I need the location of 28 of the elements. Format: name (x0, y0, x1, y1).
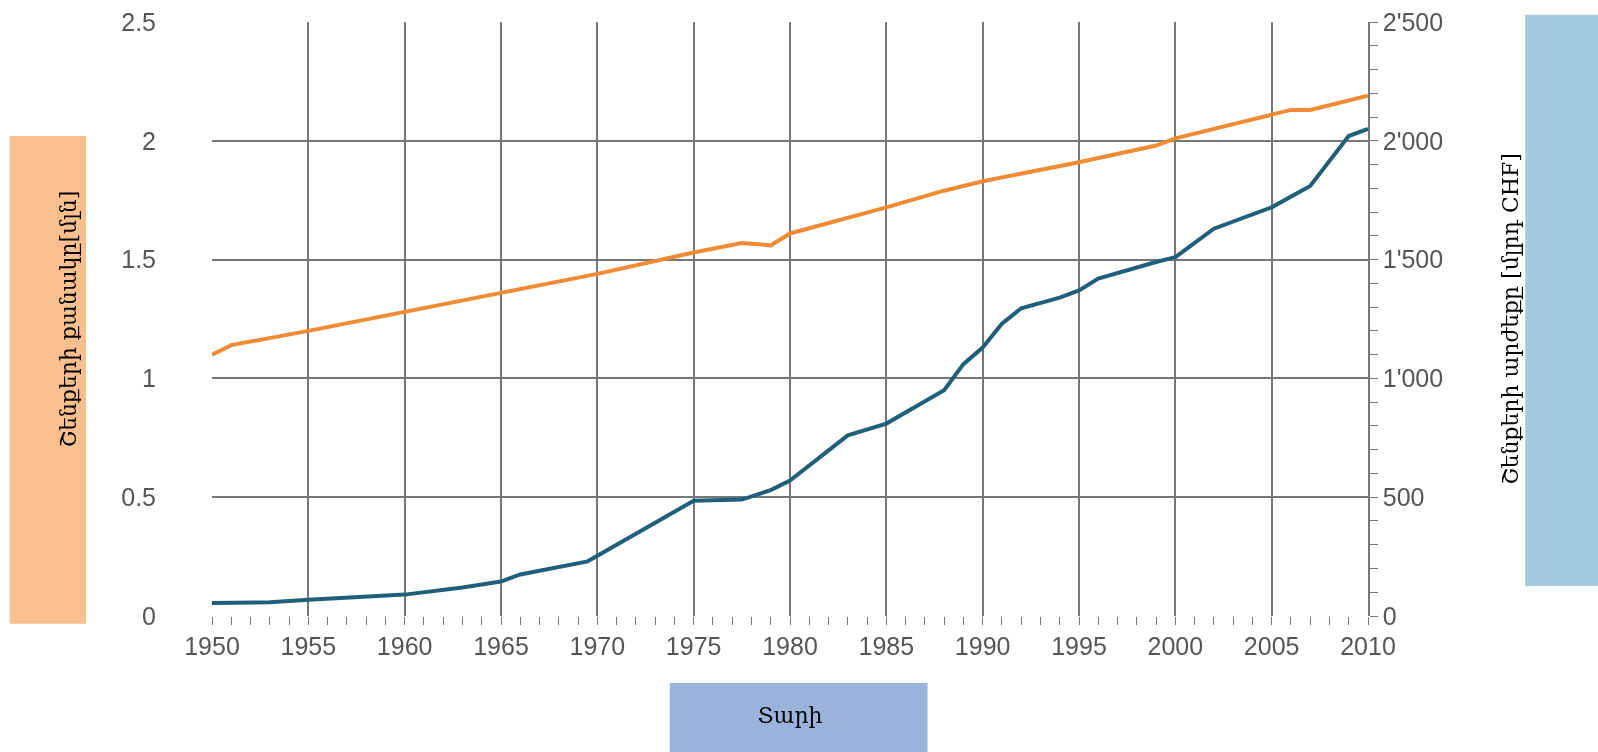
x-tick-label: 1980 (762, 632, 818, 660)
x-tick-label: 1985 (858, 632, 915, 660)
x-tick-label: 1990 (954, 632, 1011, 660)
x-tick-label: 1955 (280, 632, 337, 660)
y-tick-label: 2.5 (121, 7, 156, 36)
y2-tick-label: 2'500 (1382, 7, 1444, 36)
x-tick-label: 1965 (473, 632, 529, 660)
x-tick-label: 2000 (1147, 632, 1204, 660)
y-tick-label: 2 (142, 126, 156, 155)
y-tick-label: 1 (142, 364, 156, 393)
x-tick-label: 1970 (569, 632, 626, 660)
y2-tick-label: 1'500 (1382, 245, 1444, 274)
y-axis-title: Շենքերի քանակը[մլն] (56, 190, 82, 448)
y-tick-label: 0 (142, 601, 156, 630)
y-tick-label: 1.5 (121, 245, 156, 274)
x-tick-label: 2010 (1340, 632, 1396, 660)
x-tick-label: 1995 (1051, 632, 1107, 660)
y-tick-label: 0.5 (121, 482, 156, 511)
x-axis-title: Տարի (757, 702, 823, 728)
x-tick-label: 2005 (1243, 632, 1300, 660)
y2-axis-title: Շենքերի արժեքը [մլրդ CHF] (1497, 153, 1523, 485)
x-tick-label: 1960 (376, 632, 433, 660)
y2-tick-label: 500 (1382, 482, 1425, 511)
y2-tick-label: 1'000 (1382, 364, 1444, 393)
y2-tick-label: 2'000 (1382, 126, 1444, 155)
x-tick-label: 1975 (665, 632, 722, 660)
x-tick-label: 1950 (184, 632, 240, 660)
y2-tick-label: 0 (1382, 601, 1397, 630)
